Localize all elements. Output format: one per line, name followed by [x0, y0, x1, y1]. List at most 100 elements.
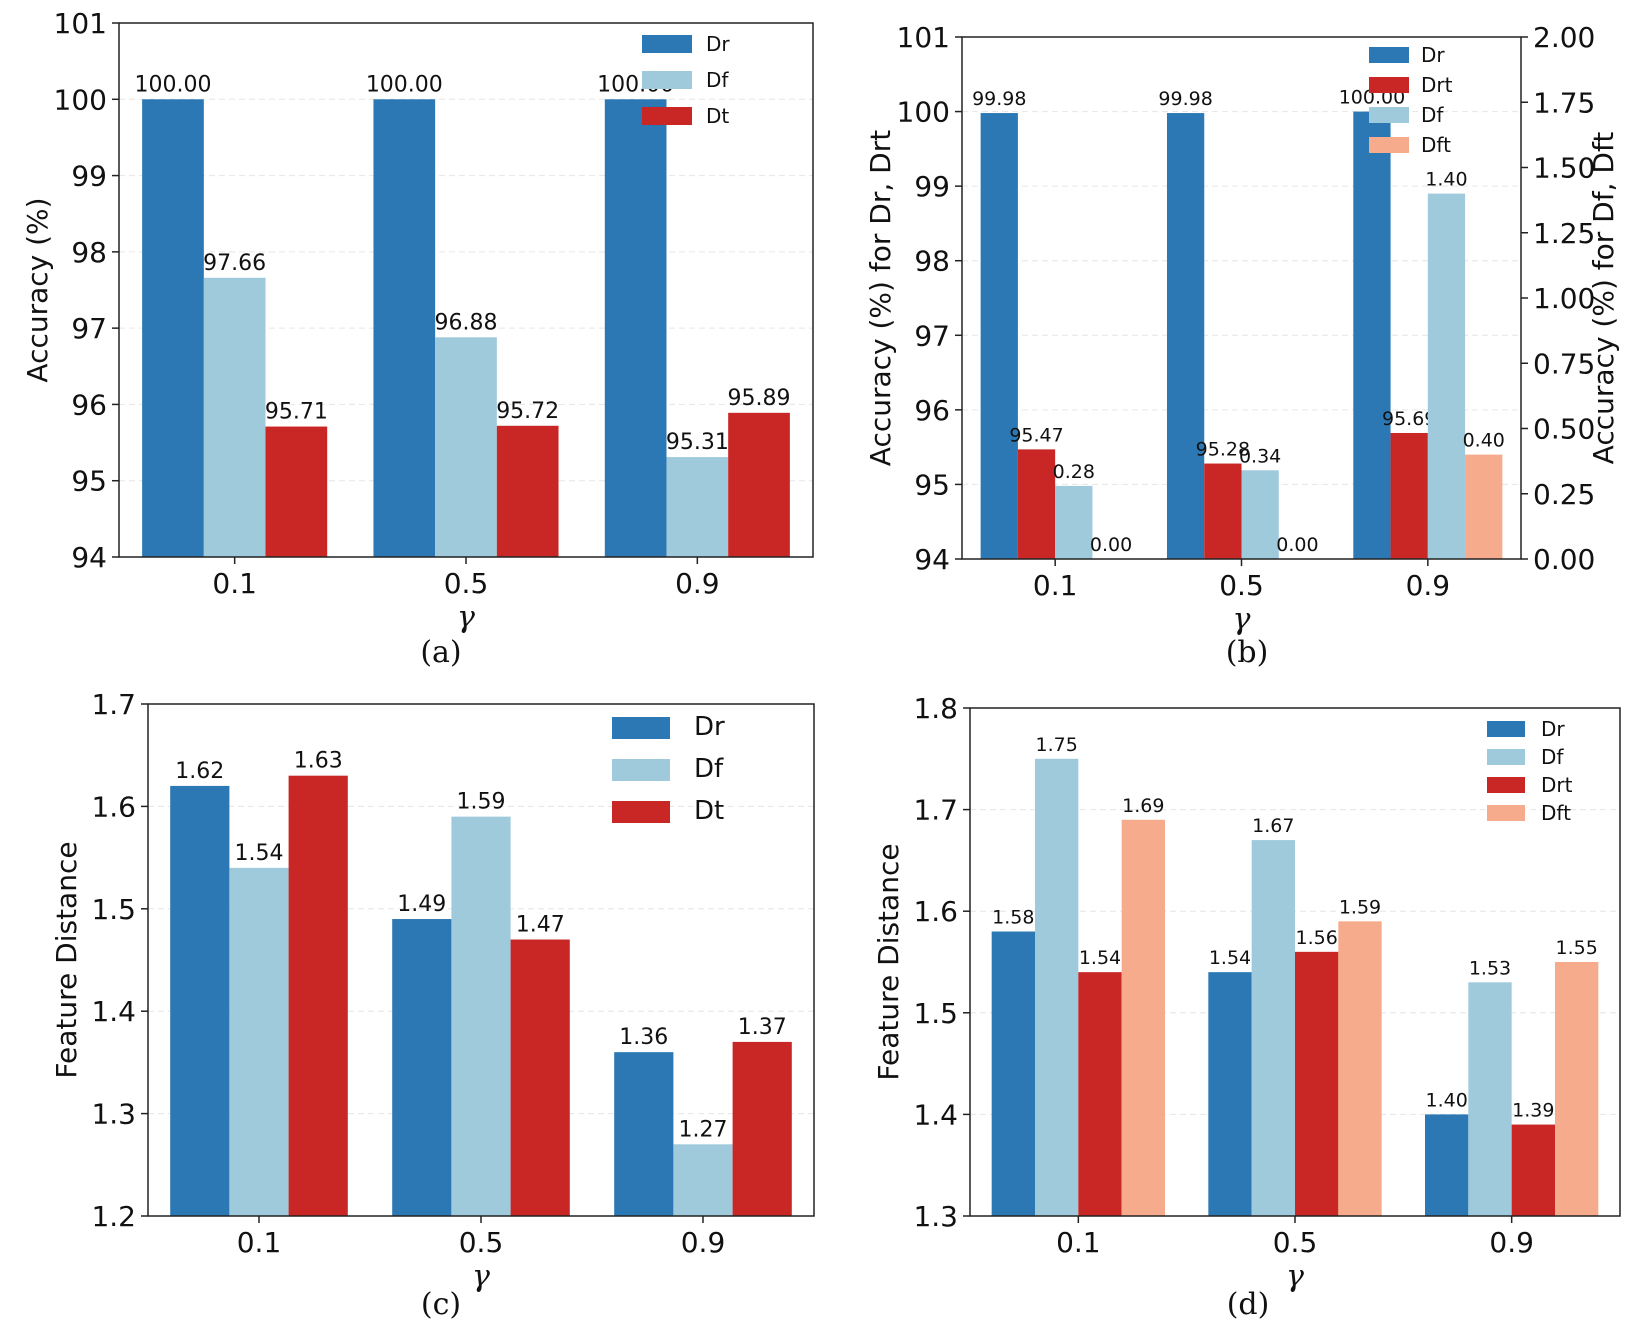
bar-dt-0.5 — [496, 425, 559, 557]
y-tick-label: 97 — [914, 319, 950, 352]
legend-label-df: Df — [694, 754, 724, 784]
bar-dt-0.1 — [288, 775, 348, 1216]
y-tick-label: 101 — [897, 21, 950, 54]
bar-dft-0.1 — [1121, 819, 1165, 1216]
data-label-dt-0.9: 95.89 — [728, 386, 791, 411]
bar-df-0.1 — [1055, 485, 1093, 559]
data-label-dft-0.1: 1.69 — [1122, 795, 1164, 817]
panel-caption-d: (d) — [1227, 1287, 1270, 1322]
x-tick-label: 0.5 — [1273, 1226, 1318, 1259]
bar-dr-0.1 — [170, 785, 230, 1216]
data-label-dr-0.1: 1.58 — [992, 907, 1034, 929]
y-right-tick-label: 1.75 — [1533, 86, 1595, 119]
data-label-df-0.5: 1.59 — [457, 790, 506, 815]
y-tick-label: 1.7 — [913, 794, 958, 827]
y-tick-label: 96 — [71, 388, 107, 421]
x-tick-label: 0.9 — [1406, 569, 1451, 602]
bar-df-0.5 — [1251, 840, 1295, 1216]
y-tick-label: 1.3 — [913, 1200, 958, 1233]
legend-label-dt: Dt — [694, 796, 724, 826]
bar-dr-0.5 — [373, 99, 436, 558]
y-axis-label: Accuracy (%) for Dr, Drt — [864, 130, 897, 466]
data-label-drt-0.1: 95.47 — [1009, 424, 1063, 446]
bar-df-0.9 — [1427, 193, 1466, 559]
y-tick-label: 94 — [914, 543, 950, 576]
y-tick-label: 95 — [71, 465, 107, 498]
y-axis-label-right: Accuracy (%) for Df, Dft — [1587, 132, 1620, 465]
data-label-dr-0.1: 99.98 — [972, 88, 1026, 110]
data-label-drt-0.5: 1.56 — [1296, 927, 1338, 949]
data-label-dt-0.1: 1.63 — [294, 749, 343, 774]
panel-caption-c: (c) — [421, 1287, 461, 1322]
data-label-dt-0.1: 95.71 — [265, 400, 328, 425]
bar-dft-0.9 — [1555, 962, 1599, 1216]
bar-df-0.5 — [435, 337, 497, 557]
data-label-dt-0.9: 1.37 — [738, 1015, 787, 1040]
data-label-df-0.1: 97.66 — [203, 251, 266, 276]
x-tick-label: 0.5 — [444, 567, 489, 600]
y-tick-label: 1.4 — [913, 1098, 958, 1131]
panel-caption-a: (a) — [420, 635, 461, 670]
y-tick-label: 1.6 — [91, 790, 136, 823]
legend-swatch-df — [1369, 107, 1409, 123]
bar-dt-0.9 — [732, 1041, 792, 1216]
legend-label-dr: Dr — [1541, 717, 1565, 741]
legend-swatch-drt — [1369, 77, 1409, 93]
bar-df-0.5 — [451, 816, 511, 1216]
y-tick-label: 1.3 — [91, 1098, 136, 1131]
y-tick-label: 101 — [54, 7, 107, 40]
y-right-tick-label: 0.25 — [1533, 478, 1595, 511]
y-tick-label: 98 — [914, 245, 950, 278]
legend-swatch-dt — [612, 801, 670, 823]
legend-swatch-dr — [1369, 47, 1409, 63]
legend-swatch-dr — [1487, 721, 1525, 737]
legend-label-dr: Dr — [694, 712, 725, 742]
bar-df-0.1 — [1035, 758, 1079, 1216]
data-label-dft-0.9: 1.55 — [1556, 937, 1598, 959]
data-label-dr-0.9: 1.40 — [1426, 1089, 1468, 1111]
legend-label-drt: Drt — [1541, 773, 1573, 797]
bar-drt-0.1 — [1078, 972, 1122, 1216]
y-tick-label: 99 — [914, 170, 950, 203]
x-tick-label: 0.9 — [675, 567, 720, 600]
legend-label-df: Df — [1541, 745, 1564, 769]
bar-drt-0.5 — [1295, 951, 1339, 1216]
data-label-dt-0.5: 1.47 — [516, 913, 565, 938]
bar-drt-0.9 — [1511, 1124, 1555, 1216]
data-label-dr-0.5: 99.98 — [1158, 88, 1212, 110]
y-right-tick-label: 1.50 — [1533, 152, 1595, 185]
data-label-dft-0.5: 0.00 — [1276, 534, 1318, 556]
y-tick-label: 98 — [71, 236, 107, 269]
legend-label-dt: Dt — [706, 104, 729, 128]
x-axis-label: γ — [457, 600, 475, 635]
legend-swatch-dr — [612, 717, 670, 739]
data-label-dft-0.9: 0.40 — [1463, 430, 1505, 452]
legend-swatch-df — [1487, 749, 1525, 765]
x-tick-label: 0.9 — [1489, 1226, 1534, 1259]
x-tick-label: 0.9 — [681, 1226, 726, 1259]
y-right-tick-label: 0.75 — [1533, 347, 1595, 380]
legend-label-dft: Dft — [1541, 801, 1571, 825]
y-tick-label: 94 — [71, 541, 107, 574]
legend-label-dr: Dr — [706, 32, 730, 56]
x-tick-label: 0.1 — [237, 1226, 282, 1259]
legend-swatch-dt — [642, 107, 692, 125]
y-tick-label: 1.2 — [91, 1200, 136, 1233]
bar-drt-0.9 — [1390, 432, 1428, 559]
data-label-df-0.9: 1.53 — [1469, 957, 1511, 979]
data-label-df-0.9: 1.40 — [1425, 169, 1467, 191]
y-tick-label: 95 — [914, 468, 950, 501]
y-tick-label: 1.5 — [913, 997, 958, 1030]
x-axis-label: γ — [1233, 602, 1251, 637]
data-label-dr-0.5: 1.49 — [397, 892, 446, 917]
bar-dft-0.9 — [1465, 454, 1503, 559]
bar-dr-0.9 — [604, 99, 667, 558]
data-label-dr-0.1: 100.00 — [134, 72, 211, 97]
y-tick-label: 99 — [71, 160, 107, 193]
x-axis-label: γ — [1286, 1259, 1304, 1294]
bar-dr-0.1 — [991, 931, 1035, 1216]
data-label-df-0.5: 96.88 — [435, 310, 498, 335]
data-label-df-0.5: 1.67 — [1252, 815, 1294, 837]
legend-label-dft: Dft — [1421, 133, 1451, 157]
